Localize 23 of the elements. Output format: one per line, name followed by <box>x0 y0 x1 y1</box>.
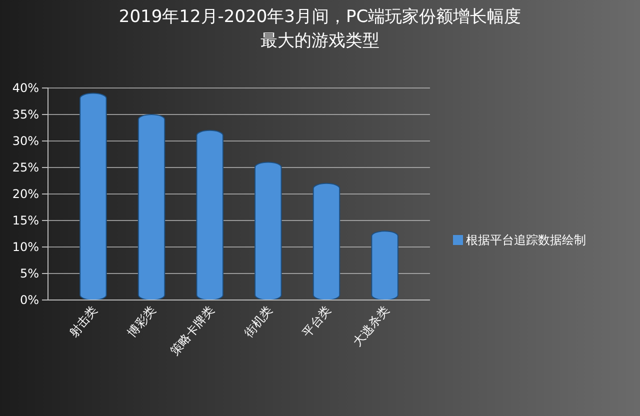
bar <box>196 130 224 300</box>
bar <box>254 162 282 300</box>
bar <box>371 230 398 300</box>
y-tick-label: 35% <box>12 107 39 122</box>
x-tick-label: 大逃杀类 <box>350 303 392 349</box>
x-tick-label: 街机类 <box>241 303 276 340</box>
bar <box>312 182 340 300</box>
y-tick-label: 20% <box>12 186 39 201</box>
y-tick-label: 0% <box>20 292 39 307</box>
bar <box>138 114 166 300</box>
y-tick-label: 30% <box>12 134 39 148</box>
bar <box>80 92 107 300</box>
text: 根据平台追踪数据绘制 <box>466 233 586 247</box>
x-tick-label: 平台类 <box>300 303 334 340</box>
y-tick-label: 40% <box>12 80 39 95</box>
y-tick-label: 25% <box>12 160 39 174</box>
chart-title: 2019年12月-2020年3月间，PC端玩家份额增长幅度最大的游戏类型 <box>118 7 522 51</box>
y-tick-label: 10% <box>12 240 39 254</box>
x-tick-label: 策略卡牌类 <box>168 303 217 358</box>
x-tick-label: 射击类 <box>66 303 100 340</box>
y-tick-label: 15% <box>12 213 39 228</box>
y-tick-label: 5% <box>20 266 39 280</box>
x-tick-label: 博彩类 <box>124 303 159 340</box>
